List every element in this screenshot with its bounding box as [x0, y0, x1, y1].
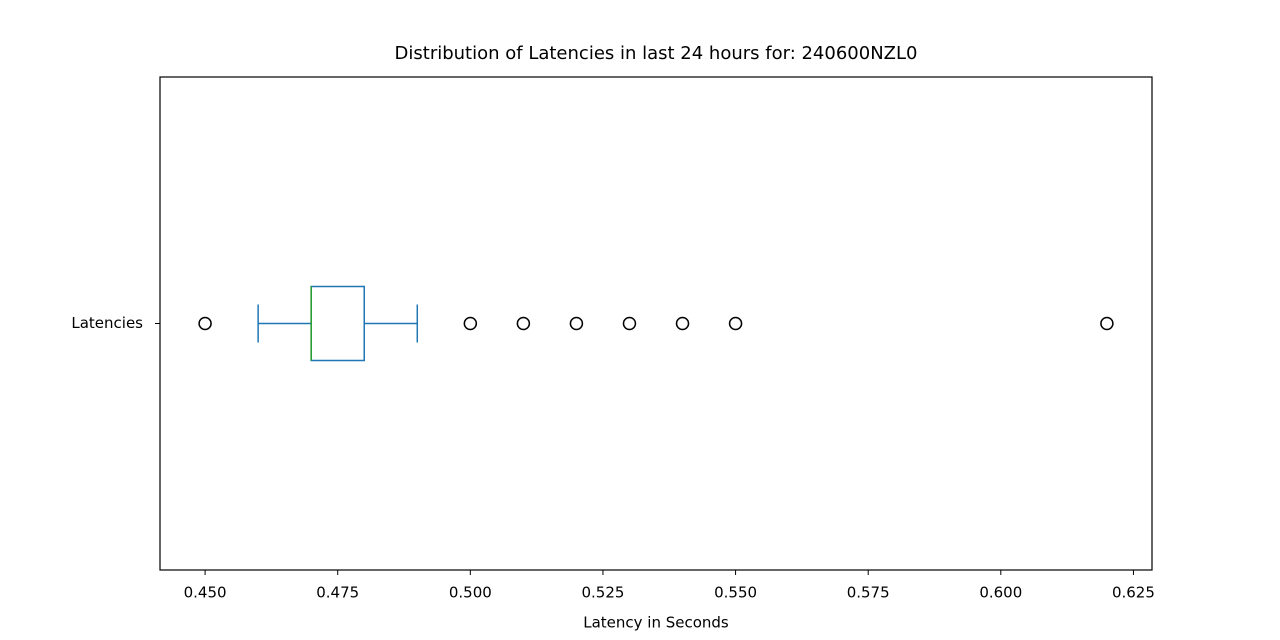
- flier: [1100, 316, 1114, 331]
- flier: [198, 316, 212, 331]
- flier: [622, 316, 637, 331]
- x-axis-label: Latency in Seconds: [583, 614, 729, 632]
- flier: [463, 316, 478, 331]
- flier: [728, 316, 743, 331]
- y-tick-label: Latencies: [71, 314, 143, 332]
- x-tick-label: 0.475: [316, 584, 359, 602]
- x-tick-label: 0.625: [1112, 584, 1155, 602]
- x-tick-label: 0.550: [714, 584, 757, 602]
- x-tick-label: 0.525: [581, 584, 624, 602]
- flier: [675, 316, 690, 331]
- x-tick-label: 0.600: [979, 584, 1022, 602]
- x-tick-label: 0.450: [184, 584, 227, 602]
- x-tick-label: 0.500: [449, 584, 492, 602]
- flier: [569, 316, 584, 331]
- chart-title: Distribution of Latencies in last 24 hou…: [395, 43, 918, 64]
- flier: [516, 316, 531, 331]
- x-tick-label: 0.575: [847, 584, 890, 602]
